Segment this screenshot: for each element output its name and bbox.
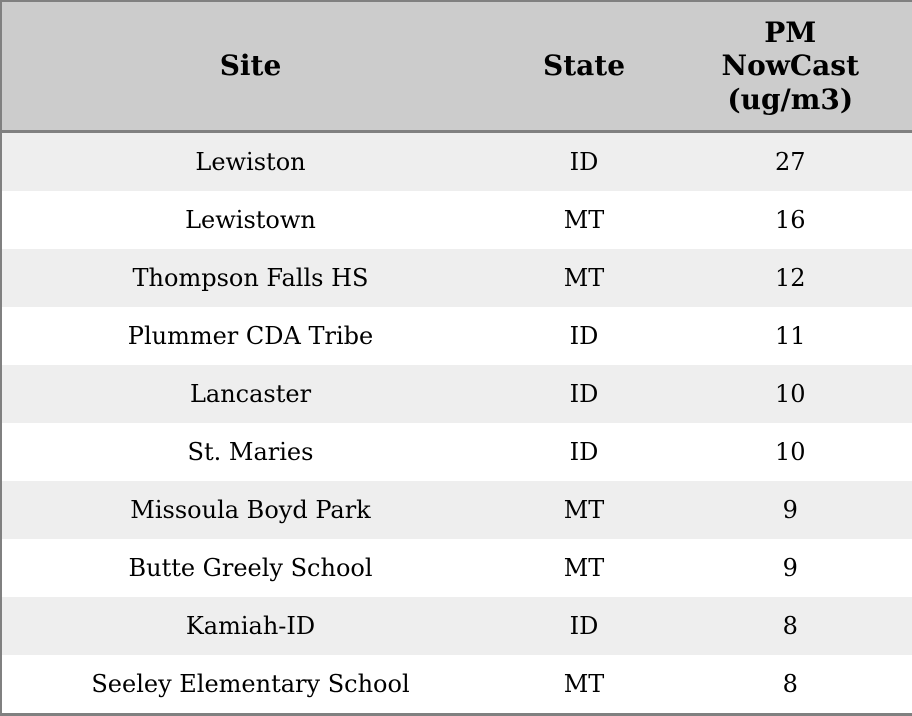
table-row: Kamiah-ID ID 8 xyxy=(1,597,912,655)
table-row: Lewistown MT 16 xyxy=(1,191,912,249)
state-cell: MT xyxy=(563,496,605,524)
site-cell: Lancaster xyxy=(189,380,312,408)
state-cell: MT xyxy=(563,554,605,582)
site-cell: Plummer CDA Tribe xyxy=(127,322,374,350)
state-cell: MT xyxy=(563,670,605,698)
state-cell: MT xyxy=(563,206,605,234)
table-row: Butte Greely School MT 9 xyxy=(1,539,912,597)
table-row: Lancaster ID 10 xyxy=(1,365,912,423)
site-cell: Kamiah-ID xyxy=(185,612,316,640)
table-row: Seeley Elementary School MT 8 xyxy=(1,655,912,715)
pm-nowcast-cell: 9 xyxy=(782,554,798,582)
state-cell: ID xyxy=(569,612,599,640)
site-cell: Seeley Elementary School xyxy=(91,670,410,698)
site-cell: St. Maries xyxy=(187,438,314,466)
table-body: Lewiston ID 27 Lewistown MT 16 Thompson … xyxy=(1,131,912,715)
pm-nowcast-cell: 10 xyxy=(774,438,806,466)
table-row: Lewiston ID 27 xyxy=(1,131,912,191)
column-header-pm-nowcast: PM NowCast (ug/m3) xyxy=(669,1,912,133)
site-cell: Thompson Falls HS xyxy=(132,264,369,292)
pm-nowcast-cell: 10 xyxy=(774,380,806,408)
pm-nowcast-cell: 12 xyxy=(774,264,806,292)
site-cell: Lewiston xyxy=(195,148,306,176)
pm-nowcast-cell: 16 xyxy=(774,206,806,234)
pm-nowcast-cell: 11 xyxy=(774,322,806,350)
table-row: Plummer CDA Tribe ID 11 xyxy=(1,307,912,365)
site-cell: Missoula Boyd Park xyxy=(130,496,371,524)
state-cell: ID xyxy=(569,438,599,466)
column-header-state: State xyxy=(499,1,669,133)
pm-nowcast-cell: 8 xyxy=(782,670,798,698)
site-cell: Lewistown xyxy=(185,206,316,234)
state-cell: ID xyxy=(569,322,599,350)
state-cell: ID xyxy=(569,148,599,176)
state-cell: ID xyxy=(569,380,599,408)
pm-nowcast-cell: 9 xyxy=(782,496,798,524)
state-cell: MT xyxy=(563,264,605,292)
column-header-site: Site xyxy=(1,1,499,133)
header-row: Site State PM NowCast (ug/m3) xyxy=(1,1,912,133)
pm-nowcast-cell: 8 xyxy=(782,612,798,640)
table-row: St. Maries ID 10 xyxy=(1,423,912,481)
pm-nowcast-cell: 27 xyxy=(774,148,806,176)
site-cell: Butte Greely School xyxy=(128,554,373,582)
table-row: Missoula Boyd Park MT 9 xyxy=(1,481,912,539)
table-row: Thompson Falls HS MT 12 xyxy=(1,249,912,307)
